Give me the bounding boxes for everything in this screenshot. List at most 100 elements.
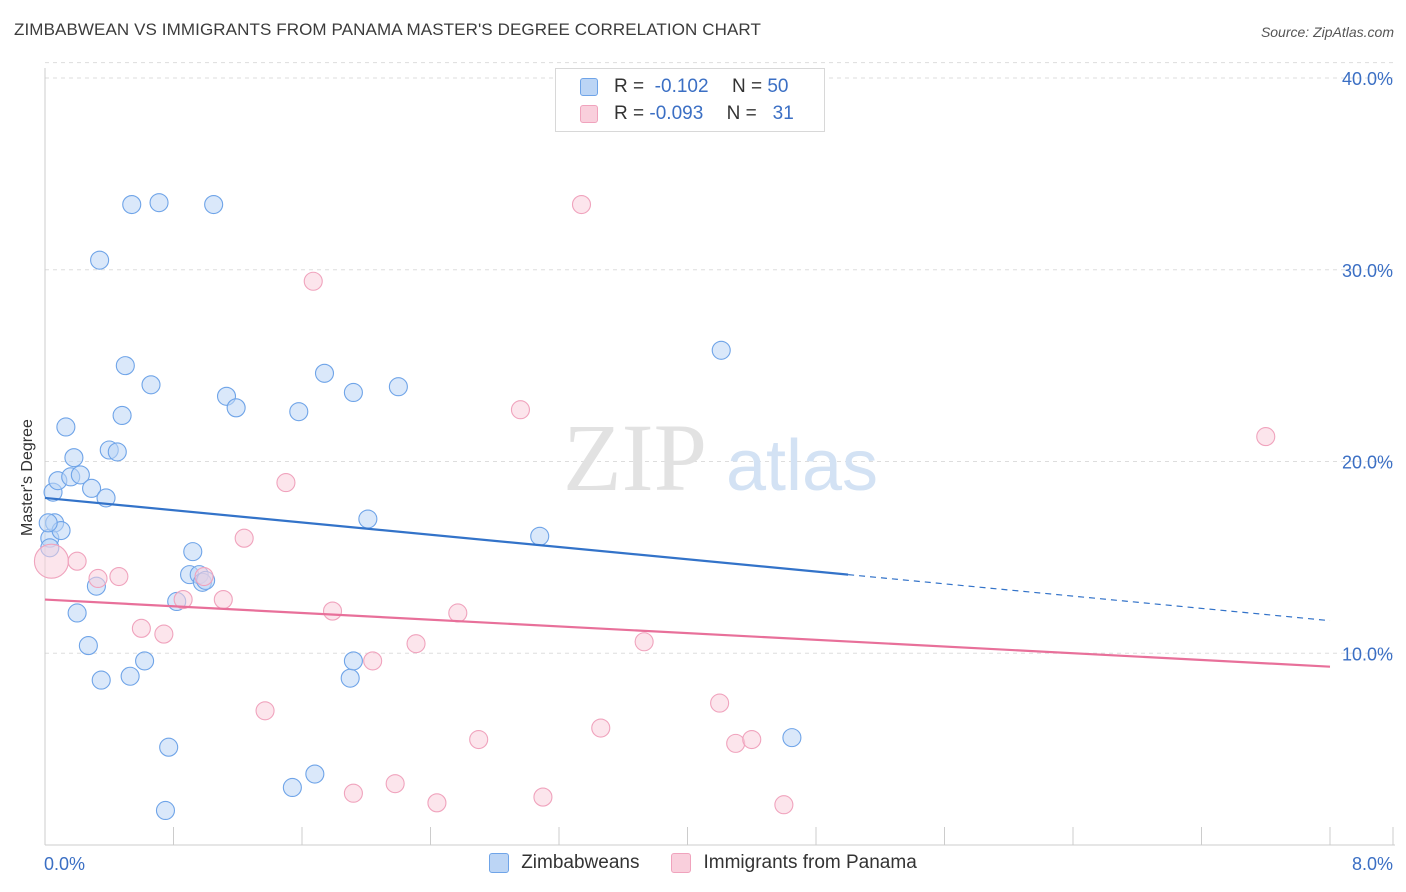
point-panama bbox=[67, 551, 87, 571]
watermark-atlas: atlas bbox=[726, 426, 878, 506]
point-panama bbox=[726, 733, 746, 753]
point-zimbabweans bbox=[340, 668, 360, 688]
point-zimbabweans bbox=[183, 542, 203, 562]
legend-swatch-blue bbox=[489, 853, 510, 873]
point-zimbabweans bbox=[78, 636, 98, 656]
point-zimbabweans bbox=[155, 800, 176, 821]
point-zimbabweans bbox=[314, 363, 335, 383]
legend-swatch-pink bbox=[580, 105, 598, 123]
point-zimbabweans bbox=[38, 513, 58, 533]
point-zimbabweans bbox=[711, 340, 731, 360]
point-panama bbox=[154, 624, 174, 644]
point-panama bbox=[234, 528, 254, 548]
trend-lines bbox=[44, 496, 1331, 668]
trend-line-zimbabweans bbox=[44, 496, 849, 576]
point-zimbabweans bbox=[305, 764, 325, 784]
n-label: N = bbox=[726, 103, 757, 124]
legend-item-panama: Immigrants from Panama bbox=[671, 852, 917, 874]
point-panama bbox=[213, 590, 233, 610]
series-legend: Zimbabweans Immigrants from Panama bbox=[0, 852, 1406, 874]
point-zimbabweans bbox=[358, 509, 378, 529]
point-zimbabweans bbox=[289, 402, 309, 422]
watermark-zip: ZIP bbox=[563, 404, 707, 511]
y-tick-label: 30.0% bbox=[1342, 261, 1393, 281]
point-panama bbox=[1256, 427, 1276, 447]
y-tick-label: 10.0% bbox=[1342, 644, 1393, 664]
point-panama bbox=[591, 718, 611, 738]
point-zimbabweans bbox=[141, 375, 161, 395]
point-zimbabweans bbox=[115, 356, 135, 376]
point-panama bbox=[343, 783, 363, 803]
x-tick-label: 0.0% bbox=[44, 854, 85, 874]
axes bbox=[44, 68, 1395, 846]
point-zimbabweans bbox=[149, 193, 169, 213]
legend-item-zimbabweans: Zimbabweans bbox=[489, 852, 639, 874]
point-panama bbox=[406, 634, 426, 654]
point-panama bbox=[774, 795, 794, 815]
point-panama bbox=[322, 601, 343, 621]
point-panama bbox=[571, 195, 592, 215]
r-value: -0.093 bbox=[649, 103, 704, 124]
r-label: R = bbox=[614, 76, 645, 97]
data-points bbox=[33, 193, 1276, 821]
n-value: 50 bbox=[767, 76, 789, 97]
point-panama bbox=[88, 568, 108, 589]
point-panama bbox=[510, 400, 531, 420]
r-label: R = bbox=[614, 103, 645, 124]
point-panama bbox=[33, 543, 69, 579]
point-zimbabweans bbox=[282, 777, 302, 798]
point-zimbabweans bbox=[70, 465, 90, 485]
point-zimbabweans bbox=[122, 195, 142, 215]
legend-label: Immigrants from Panama bbox=[703, 852, 917, 873]
point-panama bbox=[363, 651, 383, 671]
y-tick-label: 20.0% bbox=[1342, 453, 1393, 473]
point-panama bbox=[303, 271, 323, 291]
point-zimbabweans bbox=[112, 405, 132, 426]
point-panama bbox=[742, 729, 762, 750]
point-zimbabweans bbox=[159, 737, 179, 757]
source-label: Source: ZipAtlas.com bbox=[1260, 24, 1394, 40]
stats-row-zimbabweans: R = -0.102 N = 50 bbox=[580, 75, 788, 99]
y-axis-label: Master's Degree bbox=[19, 419, 36, 536]
point-zimbabweans bbox=[343, 382, 363, 403]
point-zimbabweans bbox=[226, 398, 246, 418]
legend-label: Zimbabweans bbox=[521, 852, 640, 873]
n-label: N = bbox=[731, 76, 763, 97]
stats-legend: R = -0.102 N = 50 R = -0.093 N = 31 bbox=[555, 68, 825, 132]
point-zimbabweans bbox=[204, 195, 224, 215]
point-panama bbox=[276, 473, 296, 493]
tick-labels: 10.0% 20.0% 30.0% 40.0% 0.0% 8.0% bbox=[44, 69, 1393, 874]
point-zimbabweans bbox=[64, 448, 84, 468]
point-panama bbox=[385, 774, 405, 794]
y-tick-label: 40.0% bbox=[1342, 69, 1393, 89]
point-zimbabweans bbox=[343, 651, 363, 671]
point-zimbabweans bbox=[388, 377, 408, 397]
point-zimbabweans bbox=[67, 603, 87, 623]
point-zimbabweans bbox=[135, 651, 155, 671]
x-tick-label: 8.0% bbox=[1352, 854, 1393, 874]
point-panama bbox=[255, 701, 275, 721]
point-zimbabweans bbox=[91, 670, 111, 690]
n-value: 31 bbox=[772, 103, 794, 124]
watermark: ZIP atlas bbox=[563, 404, 878, 511]
point-zimbabweans bbox=[530, 526, 550, 546]
r-value: -0.102 bbox=[654, 76, 709, 97]
legend-swatch-blue bbox=[580, 78, 598, 96]
trend-line-zimbabweans-extrapolated bbox=[848, 574, 1331, 622]
point-panama bbox=[173, 590, 193, 610]
point-panama bbox=[448, 603, 468, 623]
point-panama bbox=[710, 693, 730, 713]
point-zimbabweans bbox=[120, 666, 140, 686]
point-panama bbox=[634, 632, 654, 652]
point-zimbabweans bbox=[107, 442, 127, 462]
point-zimbabweans bbox=[82, 478, 102, 498]
point-zimbabweans bbox=[56, 417, 76, 437]
point-zimbabweans bbox=[782, 728, 802, 748]
trend-line-panama bbox=[44, 598, 1331, 668]
point-panama bbox=[109, 566, 129, 587]
point-panama bbox=[469, 729, 489, 750]
legend-swatch-pink bbox=[671, 853, 692, 873]
point-panama bbox=[131, 618, 151, 638]
point-zimbabweans bbox=[90, 250, 110, 270]
